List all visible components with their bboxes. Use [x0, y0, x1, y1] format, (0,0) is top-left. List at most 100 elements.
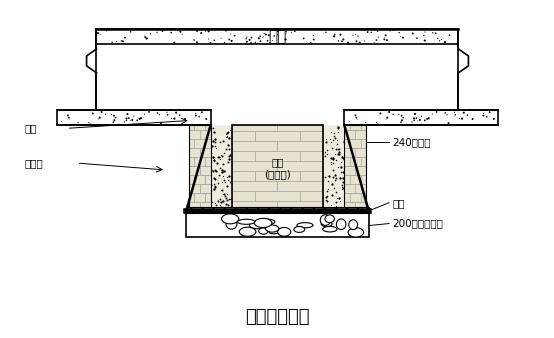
Point [210, 175, 219, 180]
Bar [189, 166, 199, 175]
Point [281, 28, 290, 34]
Text: 底板: 底板 [268, 29, 286, 44]
Point [326, 139, 335, 145]
Ellipse shape [254, 218, 272, 227]
Point [346, 191, 355, 196]
Bar [300, 131, 322, 141]
Bar [345, 157, 366, 166]
Point [372, 120, 381, 125]
Point [208, 143, 217, 149]
Point [201, 172, 209, 177]
Point [167, 30, 176, 35]
Point [358, 196, 367, 201]
Point [194, 180, 203, 186]
Point [215, 156, 224, 162]
Point [220, 151, 229, 156]
Point [65, 116, 74, 122]
Text: 240厚砖模: 240厚砖模 [392, 137, 430, 147]
Point [329, 156, 337, 162]
Bar [205, 157, 211, 166]
Point [351, 169, 360, 175]
Point [206, 166, 214, 171]
Point [224, 178, 233, 183]
Point [203, 174, 212, 180]
Bar [189, 184, 199, 193]
Point [355, 40, 364, 45]
Point [363, 29, 372, 35]
Point [126, 29, 135, 34]
Point [200, 198, 209, 203]
Point [309, 33, 318, 38]
Point [225, 196, 234, 201]
Point [342, 139, 351, 145]
Ellipse shape [294, 226, 305, 232]
Point [332, 195, 341, 201]
Point [209, 187, 218, 192]
Point [408, 119, 417, 125]
Point [201, 204, 210, 209]
Point [345, 162, 353, 167]
Point [424, 116, 433, 121]
Point [485, 110, 494, 115]
Point [194, 171, 203, 177]
Point [329, 155, 337, 161]
Point [341, 139, 350, 144]
Point [324, 187, 333, 192]
Bar [205, 175, 211, 184]
Point [191, 111, 200, 116]
Point [420, 118, 429, 123]
Point [224, 202, 233, 207]
Bar [189, 125, 211, 211]
Point [216, 166, 224, 171]
Point [191, 191, 199, 196]
Point [431, 31, 440, 36]
Point [256, 33, 265, 39]
Point [205, 180, 214, 186]
Point [335, 150, 344, 155]
Point [479, 113, 488, 118]
Point [202, 195, 211, 200]
Point [216, 139, 225, 145]
Point [345, 175, 354, 180]
Point [386, 28, 394, 33]
Point [334, 165, 343, 170]
Point [193, 203, 202, 209]
Point [332, 157, 341, 163]
Ellipse shape [321, 221, 332, 227]
Point [195, 196, 204, 201]
Point [282, 29, 291, 34]
Point [398, 35, 407, 40]
Ellipse shape [349, 220, 358, 230]
Point [222, 192, 231, 197]
Point [260, 31, 269, 36]
Point [203, 172, 212, 177]
Point [341, 194, 350, 199]
Bar [278, 141, 322, 151]
Point [218, 187, 227, 192]
Point [224, 196, 233, 202]
Point [327, 146, 336, 151]
Point [213, 181, 222, 186]
Bar [232, 161, 278, 171]
Point [333, 141, 342, 146]
Point [326, 202, 335, 207]
Point [330, 33, 338, 39]
Point [410, 116, 419, 121]
Point [334, 151, 343, 157]
Point [270, 33, 279, 39]
Point [322, 151, 331, 157]
Point [419, 33, 428, 38]
Point [330, 32, 339, 37]
Point [416, 117, 424, 123]
Point [145, 109, 153, 115]
Bar [345, 184, 366, 193]
Bar [350, 125, 361, 130]
Point [247, 35, 256, 40]
Point [348, 157, 357, 163]
Bar [189, 157, 194, 166]
Point [345, 206, 354, 211]
Bar [232, 141, 278, 151]
Point [384, 110, 393, 115]
Point [121, 35, 130, 40]
Point [346, 184, 355, 189]
